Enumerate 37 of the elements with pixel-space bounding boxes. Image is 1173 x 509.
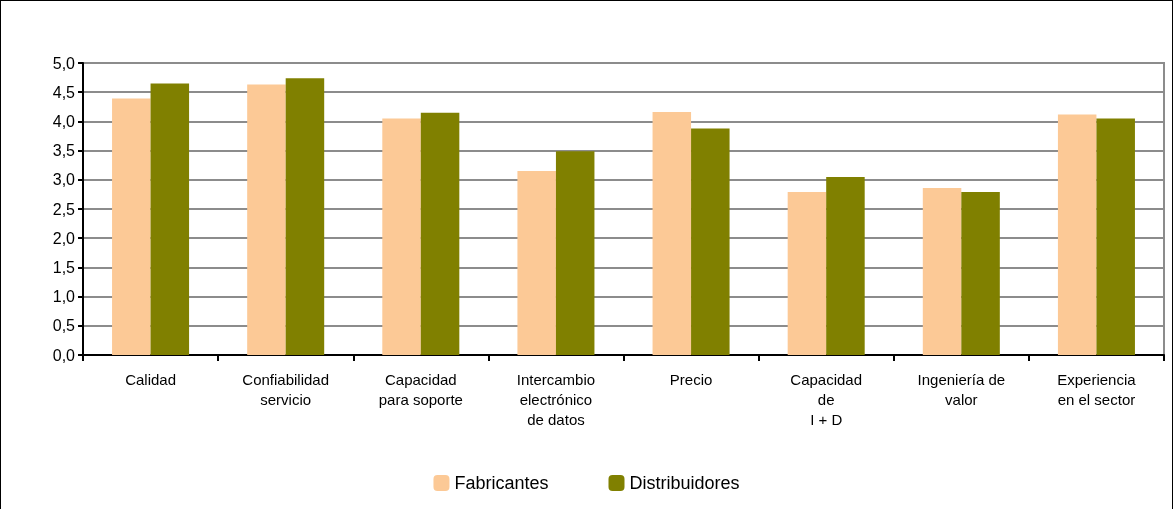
y-tick-label: 2,5 <box>52 200 76 218</box>
y-tick-label: 0,5 <box>52 317 76 335</box>
bar <box>382 118 421 355</box>
bar <box>150 83 190 355</box>
y-tick-label: 2,0 <box>52 229 76 247</box>
y-tick-label: 5,0 <box>52 54 76 72</box>
x-tick-label: Intercambio electrónico de datos <box>516 370 596 428</box>
bar <box>517 171 556 355</box>
bar <box>420 112 460 355</box>
bar <box>1057 114 1097 355</box>
bar <box>652 112 692 355</box>
x-tick-label: Experiencia en el sector <box>1057 370 1137 408</box>
x-tick-label: Capacidad para soporte <box>378 370 463 408</box>
y-tick-label: 1,0 <box>52 288 76 306</box>
bar <box>285 78 325 355</box>
y-tick-label: 1,5 <box>52 258 76 276</box>
y-tick-label: 4,0 <box>52 112 76 130</box>
y-tick-label: 0,0 <box>52 346 76 364</box>
x-tick-label: Confiabilidad servicio <box>242 370 330 408</box>
bar <box>961 192 1000 355</box>
x-tick-label: Precio <box>669 370 713 388</box>
bar <box>691 128 730 355</box>
bar <box>787 192 827 355</box>
x-tick-label: Ingeniería de valor <box>917 370 1006 408</box>
bar <box>112 98 151 355</box>
bar <box>922 187 962 355</box>
y-tick-label: 3,0 <box>52 171 76 189</box>
bar <box>555 151 595 355</box>
bar <box>1096 118 1135 355</box>
x-tick-label: Calidad <box>125 370 176 388</box>
y-tick-label: 3,5 <box>52 142 76 160</box>
y-tick-label: 4,5 <box>52 83 76 101</box>
legend-label: Distribuidores <box>629 473 740 493</box>
bar <box>247 84 286 355</box>
bar <box>826 176 865 355</box>
x-tick-label: Capacidad de I + D <box>790 370 863 428</box>
legend-label: Fabricantes <box>454 473 549 493</box>
